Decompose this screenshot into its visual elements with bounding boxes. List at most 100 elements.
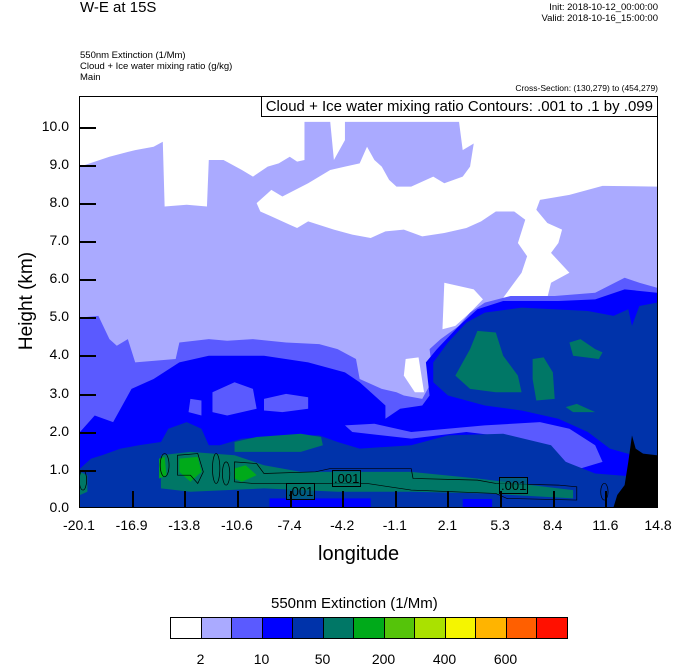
y-tick-label: 7.0	[49, 231, 69, 248]
level-teal	[455, 330, 522, 393]
x-tick-label: 8.4	[542, 517, 563, 533]
contour-label: .001	[286, 483, 316, 500]
colorbar-swatch	[201, 618, 232, 638]
colorbar-swatch	[354, 618, 385, 638]
colorbar-swatch	[232, 618, 263, 638]
contour-line	[600, 483, 609, 501]
x-tick-label: -13.8	[168, 517, 201, 533]
x-tick	[500, 491, 503, 507]
y-tick-label: 5.0	[49, 308, 69, 325]
field-label-3: Main	[80, 72, 101, 83]
colorbar-label: 600	[493, 651, 518, 667]
level-teal	[565, 403, 596, 413]
y-tick	[80, 393, 96, 396]
y-tick	[80, 355, 96, 358]
colorbar-swatch	[445, 618, 476, 638]
contour-info-label: Cloud + Ice water mixing ratio Contours:…	[260, 97, 657, 117]
level-below-2	[403, 357, 425, 393]
x-tick-label: 5.3	[490, 517, 510, 533]
level-below-2	[80, 97, 657, 298]
colorbar-swatch	[476, 618, 507, 638]
x-tick	[394, 491, 397, 507]
valid-time: Valid: 2018-10-16_15:00:00	[541, 13, 658, 24]
colorbar-swatch	[384, 618, 415, 638]
colorbar-swatch	[262, 618, 293, 638]
level-green	[179, 456, 202, 482]
y-tick	[80, 317, 96, 320]
level-teal	[532, 357, 555, 401]
contour-line	[222, 461, 231, 486]
contour-line	[159, 453, 170, 478]
y-tick	[80, 279, 96, 282]
contour-label: .001	[499, 477, 529, 494]
figure-title: W-E at 15S	[80, 0, 157, 16]
x-axis-label: longitude	[318, 543, 400, 565]
level-below-2	[442, 282, 483, 330]
field-label-1: 550nm Extinction (1/Mm)	[80, 50, 186, 61]
x-tick	[131, 491, 134, 507]
colorbar-label: 400	[432, 651, 457, 667]
colorbar-title: 550nm Extinction (1/Mm)	[271, 595, 438, 612]
level-teal	[569, 339, 603, 360]
contour-label: .001	[332, 470, 362, 487]
level-green	[234, 465, 257, 482]
level-50-200	[269, 498, 371, 507]
y-tick-label: 6.0	[49, 270, 69, 287]
colorbar-swatch	[415, 618, 446, 638]
x-tick	[184, 491, 187, 507]
colorbar-label: 10	[253, 651, 270, 667]
y-tick	[80, 431, 96, 434]
cross-section-label: Cross-Section: (130,279) to (454,279)	[515, 83, 658, 93]
level-10-50	[263, 393, 309, 413]
x-tick	[605, 491, 608, 507]
init-time: Init: 2018-10-12_00:00:00	[549, 2, 658, 13]
y-tick	[80, 164, 96, 167]
terrain	[613, 435, 657, 507]
level-green	[159, 456, 167, 479]
y-tick-label: 2.0	[49, 422, 69, 439]
y-tick-label: 3.0	[49, 384, 69, 401]
field-label-2: Cloud + Ice water mixing ratio (g/kg)	[80, 61, 233, 72]
y-tick-label: 8.0	[49, 193, 69, 210]
plot-area: Cloud + Ice water mixing ratio Contours:…	[79, 96, 658, 508]
x-tick-label: 14.8	[644, 517, 672, 533]
contour-line	[212, 453, 221, 484]
y-tick-label: 10.0	[41, 117, 69, 134]
x-tick	[447, 491, 450, 507]
colorbar-label: 50	[314, 651, 331, 667]
colorbar-label: 2	[196, 651, 205, 667]
y-tick-label: 1.0	[49, 460, 69, 477]
x-tick-label: -10.6	[220, 517, 253, 533]
x-tick-label: -20.1	[63, 517, 95, 533]
x-tick	[236, 491, 239, 507]
level-teal	[234, 433, 323, 452]
y-tick	[80, 202, 96, 205]
x-tick	[342, 491, 345, 507]
x-tick-label: 2.1	[437, 517, 458, 533]
level-10-50	[212, 382, 257, 416]
level-teal	[160, 451, 574, 499]
contour-fill	[80, 97, 657, 507]
y-tick-label: 9.0	[49, 155, 69, 172]
contour-line	[177, 453, 204, 485]
level-50-200	[462, 499, 493, 507]
y-tick-label: 4.0	[49, 346, 69, 363]
x-tick-label: 11.6	[592, 517, 619, 533]
y-tick	[80, 469, 96, 472]
y-tick	[80, 126, 96, 129]
x-tick-label: -7.4	[277, 517, 302, 533]
y-tick	[80, 240, 96, 243]
x-tick-label: -16.9	[115, 517, 148, 533]
y-axis-label: Height (km)	[16, 251, 37, 351]
level-10-50	[188, 398, 202, 416]
x-tick-label: -4.2	[330, 517, 355, 533]
colorbar-label: 200	[371, 651, 396, 667]
colorbar-swatch	[293, 618, 324, 638]
level-10-50	[344, 422, 603, 469]
x-tick	[289, 491, 292, 507]
colorbar	[170, 617, 568, 639]
colorbar-swatch	[537, 618, 567, 638]
x-tick	[552, 491, 555, 507]
colorbar-swatch	[171, 618, 202, 638]
